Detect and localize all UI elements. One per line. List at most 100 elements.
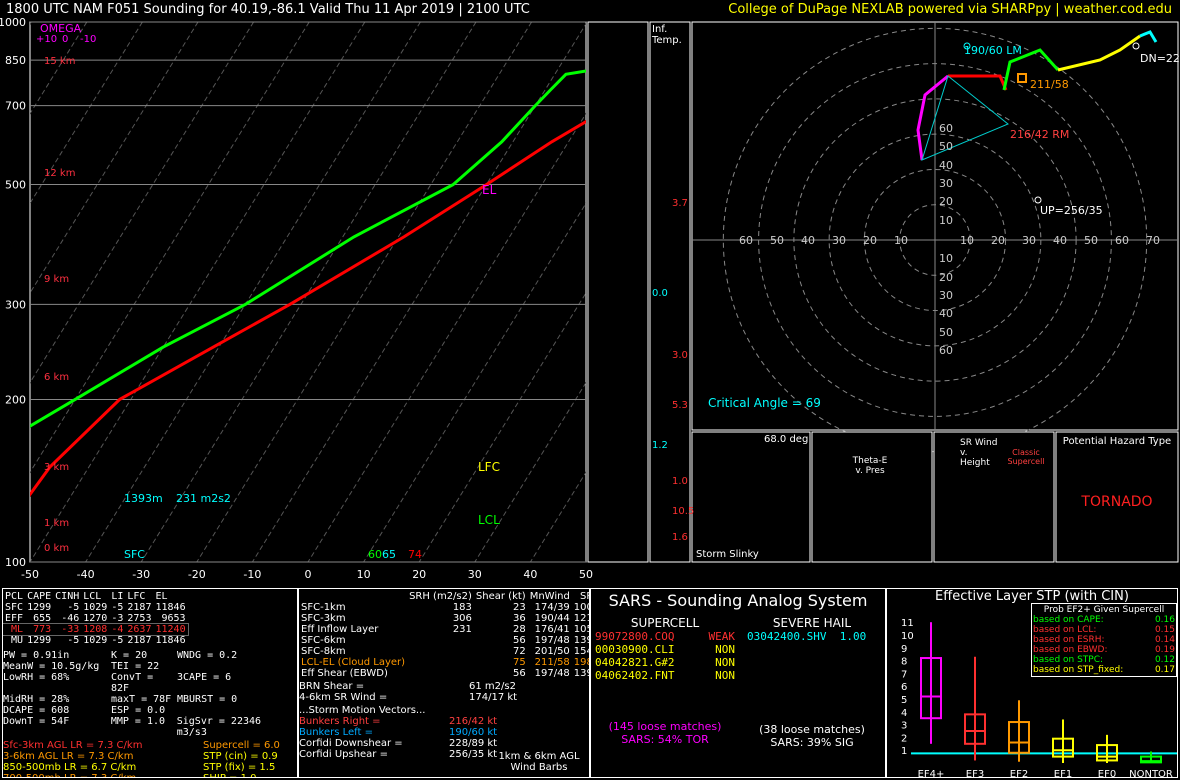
srh-value: 231 m2s2 [176, 492, 231, 505]
stp-y-label: 2 [901, 733, 907, 744]
stp-category: EF3 [966, 769, 984, 778]
slinky-deg: 68.0 deg [764, 434, 809, 445]
omega-title: OMEGA [40, 22, 82, 35]
stp-box [1052, 737, 1074, 758]
downshear-label: DN=228/ [1140, 52, 1180, 65]
header-title: 1800 UTC NAM F051 Sounding for 40.19,-86… [6, 2, 530, 17]
hodo-axis-label: 50 [1084, 234, 1098, 247]
composite-index: STP (fix) = 1.5 [203, 762, 276, 773]
thetae-panel [811, 431, 933, 563]
pressure-label: 100 [5, 556, 26, 569]
stp-y-label: 8 [901, 657, 907, 668]
srwind-panel [933, 431, 1055, 563]
inflow-title: Inf. Temp. [652, 24, 682, 46]
classic-label: Classic Supercell [1007, 448, 1045, 466]
thermo-row: MU 1299 -5 1029 -5 2187 11846 [11, 635, 186, 646]
wind-barb-column [587, 21, 649, 563]
inflow-triangle [921, 75, 1009, 161]
omega-scale: -10 [80, 34, 97, 45]
hodo-axis-label: 20 [863, 234, 877, 247]
hodo-axis-label: 40 [801, 234, 815, 247]
stp-box [920, 657, 942, 720]
sars-match: 99072800.COQ WEAK [595, 630, 735, 643]
pressure-label: 850 [5, 54, 26, 67]
hodo-axis-label: 70 [1146, 234, 1160, 247]
inflow-value: 1.2 [652, 440, 668, 451]
prob-row: based on LCL: 0.15 [1033, 625, 1175, 635]
inflow-value: 10.5 [672, 506, 695, 517]
hodo-axis-label: 10 [894, 234, 908, 247]
lfc-label: LFC [478, 460, 500, 474]
omega-scale: 0 [62, 34, 69, 45]
stp-category: EF2 [1010, 769, 1028, 778]
sars-match: 04042821.G#2 NON [595, 656, 735, 669]
thetae-label: Theta-E v. Pres [852, 456, 888, 476]
inflow-temp-column [649, 21, 691, 563]
stp-y-label: 5 [901, 695, 907, 706]
hodo-ring-label: 60 [939, 121, 953, 135]
stp-category: EF1 [1054, 769, 1072, 778]
hazard-title: Potential Hazard Type [1062, 436, 1172, 447]
hodo-ring-label: 30 [939, 176, 953, 190]
inflow-value: 3.0 [672, 350, 688, 361]
pressure-label: 1000 [0, 16, 26, 29]
downshear-marker [1132, 42, 1140, 50]
hodo-axis-label: 60 [739, 234, 753, 247]
stp-y-label: 1 [901, 746, 907, 757]
sars-match: 04062402.FNT NON [595, 669, 735, 682]
stp-box [1008, 721, 1030, 754]
storm-motion: Bunkers Right = 216/42 kt [299, 716, 498, 727]
height-label: 12 km [44, 168, 76, 179]
stp-y-label: 4 [901, 708, 907, 719]
stp-y-label: 10 [901, 631, 914, 642]
stp-y-label: 11 [901, 618, 914, 629]
el-label: EL [482, 183, 497, 197]
hodo-ring-label: 10 [939, 213, 953, 227]
sfc-label: SFC [124, 548, 145, 561]
lapse-rate: Sfc-3km AGL LR = 7.3 C/km [3, 740, 143, 751]
composite-index: Supercell = 6.0 [203, 740, 280, 751]
storm-slinky-panel [691, 431, 811, 563]
hodo-ring-label: 40 [939, 307, 953, 321]
height-label: 15 km [44, 56, 76, 67]
temp-tick-label: -20 [188, 568, 206, 581]
thermo-row: EFF 655 -46 1270 -3 2753 9653 [5, 613, 186, 624]
height-label: 9 km [44, 274, 70, 285]
hodo-ring-label: 20 [939, 270, 953, 284]
hodo-axis-label: 30 [1022, 234, 1036, 247]
pressure-label: 200 [5, 393, 26, 406]
temp-tick-label: -30 [132, 568, 150, 581]
stp-y-label: 6 [901, 682, 907, 693]
lapse-rate: 850-500mb LR = 6.7 C/km [3, 762, 137, 773]
stp-y-label: 7 [901, 669, 907, 680]
height-label: 3 km [44, 462, 70, 473]
prob-row: based on CAPE: 0.16 [1033, 615, 1175, 625]
inflow-value: 0.0 [652, 288, 668, 299]
slinky-label: Storm Slinky [696, 549, 759, 560]
composite-index: STP (cin) = 0.9 [203, 751, 278, 762]
left-mover-marker [963, 42, 971, 50]
storm-motion: Corfidi Upshear = 256/35 kt [299, 749, 498, 760]
upshear-label: UP=256/35 [1040, 204, 1103, 217]
hodo-axis-label: 50 [770, 234, 784, 247]
srwind-label: SR Wind v. Height [960, 438, 998, 468]
stp-box [1140, 755, 1162, 764]
upshear-marker [1034, 196, 1042, 204]
temp-tick-label: -40 [77, 568, 95, 581]
pressure-label: 700 [5, 100, 26, 113]
right-mover-label: 216/42 RM [1010, 128, 1070, 141]
inflow-value: 1.6 [672, 532, 688, 543]
hodo-trace-6-9km [1002, 48, 1060, 91]
pressure-label: 300 [5, 298, 26, 311]
sars-match: 00030900.CLI NON [595, 643, 735, 656]
hazard-type: TORNADO [1081, 494, 1153, 510]
hodo-trace-upper [1139, 30, 1158, 43]
pressure-label: 500 [5, 179, 26, 192]
